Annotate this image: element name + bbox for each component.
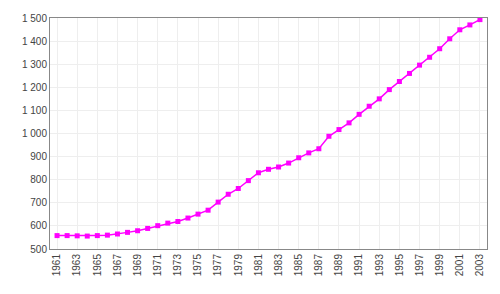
svg-text:1 000: 1 000 — [22, 128, 47, 139]
svg-text:1985: 1985 — [293, 254, 304, 277]
svg-text:1991: 1991 — [353, 254, 364, 277]
svg-text:700: 700 — [30, 197, 47, 208]
svg-text:1 300: 1 300 — [22, 59, 47, 70]
svg-text:500: 500 — [30, 244, 47, 255]
svg-text:1961: 1961 — [51, 254, 62, 277]
svg-text:1989: 1989 — [333, 254, 344, 277]
svg-text:1 400: 1 400 — [22, 36, 47, 47]
svg-text:1995: 1995 — [394, 254, 405, 277]
svg-text:1975: 1975 — [192, 254, 203, 277]
svg-text:1983: 1983 — [273, 254, 284, 277]
svg-text:1971: 1971 — [152, 254, 163, 277]
svg-text:1 500: 1 500 — [22, 13, 47, 24]
svg-text:1977: 1977 — [212, 254, 223, 277]
svg-text:900: 900 — [30, 151, 47, 162]
svg-text:1981: 1981 — [253, 254, 264, 277]
svg-text:1 200: 1 200 — [22, 82, 47, 93]
svg-text:2003: 2003 — [474, 254, 485, 277]
svg-text:1 100: 1 100 — [22, 105, 47, 116]
svg-text:1997: 1997 — [414, 254, 425, 277]
svg-text:1963: 1963 — [71, 254, 82, 277]
svg-text:600: 600 — [30, 220, 47, 231]
svg-text:1973: 1973 — [172, 254, 183, 277]
svg-text:1979: 1979 — [233, 254, 244, 277]
svg-text:2001: 2001 — [454, 254, 465, 277]
svg-text:800: 800 — [30, 174, 47, 185]
svg-text:1967: 1967 — [112, 254, 123, 277]
svg-text:1999: 1999 — [434, 254, 445, 277]
svg-text:1965: 1965 — [92, 254, 103, 277]
svg-text:1969: 1969 — [132, 254, 143, 277]
svg-text:1993: 1993 — [374, 254, 385, 277]
svg-text:1987: 1987 — [313, 254, 324, 277]
